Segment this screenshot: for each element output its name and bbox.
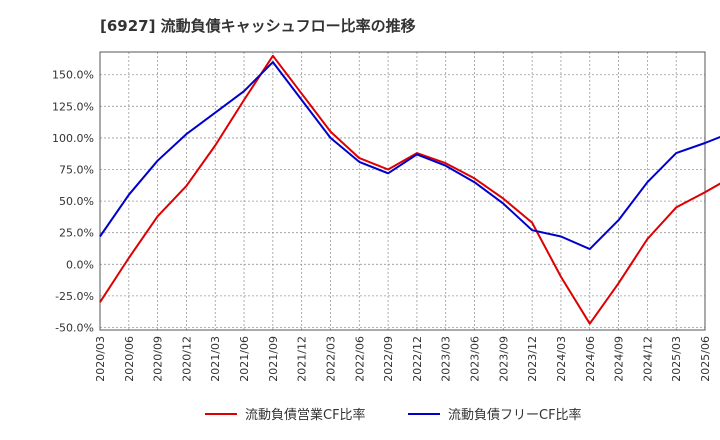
x-tick-label: 2024/12 bbox=[641, 336, 654, 382]
y-tick-label: 150.0% bbox=[52, 69, 94, 82]
y-tick-label: 50.0% bbox=[59, 195, 94, 208]
x-tick-group: 2024/12 bbox=[641, 336, 654, 382]
x-tick-group: 2022/06 bbox=[353, 336, 366, 382]
series-lines bbox=[99, 54, 720, 325]
x-tick-label: 2020/06 bbox=[123, 336, 136, 382]
x-tick-label: 2025/03 bbox=[670, 336, 683, 382]
x-tick-group: 2023/06 bbox=[469, 336, 482, 382]
x-tick-label: 2020/03 bbox=[94, 336, 107, 382]
x-tick-label: 2021/09 bbox=[267, 336, 280, 382]
x-tick-group: 2020/09 bbox=[152, 336, 165, 382]
y-tick-label: 75.0% bbox=[59, 164, 94, 177]
plot-frame bbox=[99, 51, 706, 331]
x-tick-label: 2022/12 bbox=[411, 336, 424, 382]
y-axis-ticks: 150.0% 125.0% 100.0% 75.0% 50.0% 25.0% 0.0% -25… bbox=[52, 69, 94, 335]
x-tick-label: 2020/12 bbox=[180, 336, 193, 382]
x-tick-group: 2022/12 bbox=[411, 336, 424, 382]
x-tick-group: 2021/09 bbox=[267, 336, 280, 382]
x-tick-group: 2023/09 bbox=[497, 336, 510, 382]
x-tick-label: 2022/06 bbox=[353, 336, 366, 382]
x-tick-label: 2023/12 bbox=[526, 336, 539, 382]
x-tick-group: 2022/03 bbox=[324, 336, 337, 382]
x-tick-group: 2025/03 bbox=[670, 336, 683, 382]
series-line-1 bbox=[99, 54, 720, 325]
x-tick-group: 2023/12 bbox=[526, 336, 539, 382]
x-tick-group: 2024/06 bbox=[584, 336, 597, 382]
x-tick-group: 2025/06 bbox=[699, 336, 712, 382]
x-tick-group: 2024/03 bbox=[555, 336, 568, 382]
x-axis-ticks: 2020/03 2020/06 2020/09 2020/12 2021/03 2021/… bbox=[94, 336, 712, 382]
x-tick-group: 2020/06 bbox=[123, 336, 136, 382]
x-tick-group: 2020/03 bbox=[94, 336, 107, 382]
legend-label-1: 流動負債営業CF比率 bbox=[245, 407, 366, 423]
x-tick-label: 2021/12 bbox=[296, 336, 309, 382]
x-tick-label: 2023/09 bbox=[497, 336, 510, 382]
x-tick-group: 2021/06 bbox=[238, 336, 251, 382]
grid bbox=[99, 52, 706, 330]
chart-title: [6927] 流動負債キャッシュフロー比率の推移 bbox=[100, 17, 416, 35]
legend-label-2: 流動負債フリーCF比率 bbox=[448, 407, 582, 423]
x-tick-label: 2021/06 bbox=[238, 336, 251, 382]
y-tick-label: 25.0% bbox=[59, 227, 94, 240]
x-tick-label: 2022/03 bbox=[324, 336, 337, 382]
x-tick-label: 2024/06 bbox=[584, 336, 597, 382]
y-tick-label: 100.0% bbox=[52, 132, 94, 145]
y-tick-label: 0.0% bbox=[66, 258, 94, 271]
x-tick-label: 2023/06 bbox=[469, 336, 482, 382]
series-line-2 bbox=[99, 61, 720, 251]
y-tick-label: -50.0% bbox=[55, 321, 94, 334]
x-tick-group: 2020/12 bbox=[180, 336, 193, 382]
legend: 流動負債営業CF比率 流動負債フリーCF比率 bbox=[205, 407, 582, 423]
x-tick-group: 2021/03 bbox=[209, 336, 222, 382]
x-tick-label: 2025/06 bbox=[699, 336, 712, 382]
x-tick-group: 2022/09 bbox=[382, 336, 395, 382]
x-tick-label: 2024/09 bbox=[613, 336, 626, 382]
x-tick-group: 2021/12 bbox=[296, 336, 309, 382]
x-tick-label: 2022/09 bbox=[382, 336, 395, 382]
x-tick-label: 2024/03 bbox=[555, 336, 568, 382]
x-tick-label: 2020/09 bbox=[152, 336, 165, 382]
x-tick-group: 2023/03 bbox=[440, 336, 453, 382]
y-tick-label: -25.0% bbox=[55, 290, 94, 303]
x-tick-group: 2024/09 bbox=[613, 336, 626, 382]
x-tick-label: 2021/03 bbox=[209, 336, 222, 382]
y-tick-label: 125.0% bbox=[52, 100, 94, 113]
x-tick-label: 2023/03 bbox=[440, 336, 453, 382]
